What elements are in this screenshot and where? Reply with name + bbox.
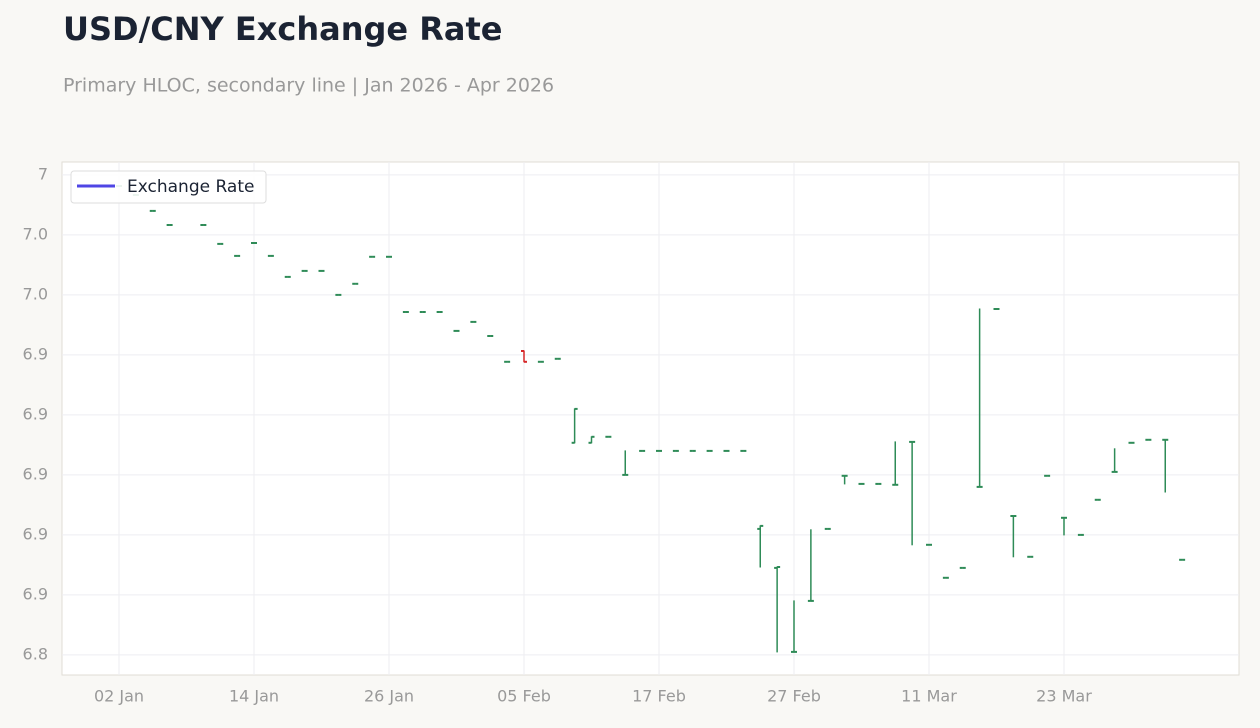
y-tick-label: 7.0: [23, 284, 48, 303]
legend-box: [70, 170, 267, 204]
x-tick-label: 14 Jan: [229, 687, 279, 706]
y-tick-label: 6.9: [23, 584, 48, 603]
chart-subtitle: Primary HLOC, secondary line | Jan 2026 …: [63, 75, 554, 97]
x-tick-label: 23 Mar: [1036, 687, 1092, 706]
plot-area: [61, 161, 1240, 676]
y-tick-label: 6.8: [23, 644, 48, 663]
y-tick-label: 6.9: [23, 524, 48, 543]
x-tick-label: 17 Feb: [632, 687, 686, 706]
y-tick-label: 6.9: [23, 344, 48, 363]
x-tick-label: 02 Jan: [94, 687, 144, 706]
y-tick-label: 7: [38, 164, 48, 183]
legend: Exchange Rate: [70, 170, 267, 204]
chart-title: USD/CNY Exchange Rate: [63, 10, 502, 48]
x-tick-label: 05 Feb: [497, 687, 551, 706]
x-tick-label: 27 Feb: [767, 687, 821, 706]
x-tick-label: 11 Mar: [901, 687, 957, 706]
x-tick-label: 26 Jan: [364, 687, 414, 706]
y-tick-label: 6.9: [23, 464, 48, 483]
y-tick-label: 6.9: [23, 404, 48, 423]
y-tick-label: 7.0: [23, 224, 48, 243]
legend-label: Exchange Rate: [127, 177, 254, 197]
